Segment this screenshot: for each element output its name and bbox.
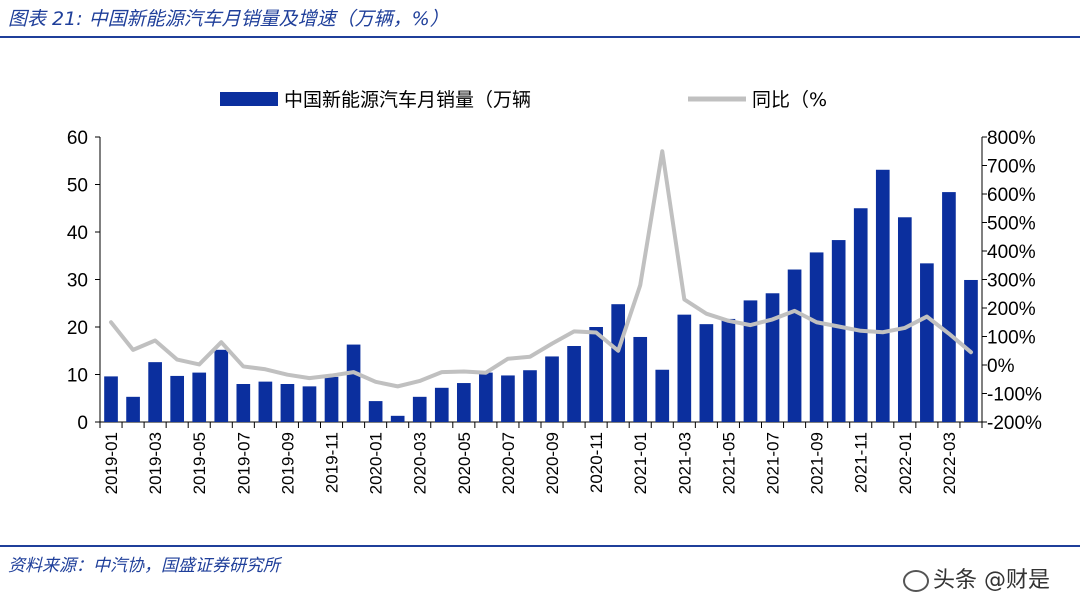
watermark-text: 头条 @财是	[933, 568, 1050, 593]
bar	[810, 252, 824, 422]
right-tick-label: 600%	[987, 185, 1036, 206]
chart-svg: 中国新能源汽车月销量（万辆 同比（% 0 10 20 30 40 50 60 -200% -10…	[0, 0, 1080, 545]
x-tick-label: 2021-01	[631, 432, 650, 494]
bar	[148, 362, 162, 422]
axes	[95, 137, 987, 428]
x-tick-label: 2021-11	[852, 432, 871, 493]
left-tick-label: 40	[67, 223, 88, 244]
bar	[744, 300, 758, 422]
bar	[236, 384, 250, 422]
bar	[832, 240, 846, 422]
x-tick-label: 2020-05	[455, 432, 474, 494]
left-tick-label: 60	[67, 128, 88, 149]
bar	[303, 386, 317, 422]
bar	[920, 263, 934, 422]
bar	[281, 384, 295, 422]
bar	[942, 192, 956, 422]
bar	[523, 370, 537, 422]
bar	[104, 376, 118, 422]
bar	[479, 373, 493, 422]
bar	[677, 315, 691, 422]
bar	[722, 319, 736, 422]
right-tick-label: 700%	[987, 157, 1036, 178]
bar	[325, 377, 339, 422]
right-tick-label: 0%	[987, 356, 1015, 377]
left-tick-label: 50	[67, 176, 88, 197]
bar	[854, 208, 868, 422]
bar	[655, 370, 669, 422]
left-tick-label: 0	[77, 413, 88, 434]
x-tick-label: 2021-09	[808, 432, 827, 494]
source-note: 资料来源：中汽协，国盛证券研究所	[8, 551, 280, 576]
left-tick-label: 20	[67, 318, 88, 339]
x-tick-label: 2020-09	[543, 432, 562, 494]
right-tick-label: 200%	[987, 299, 1036, 320]
x-tick-label: 2019-03	[146, 432, 165, 494]
legend-bar-swatch	[220, 92, 278, 106]
right-tick-label: -100%	[987, 385, 1042, 406]
bar	[170, 376, 184, 422]
x-tick-label: 2022-01	[896, 432, 915, 494]
bar	[347, 345, 361, 422]
bar	[391, 416, 405, 422]
right-tick-label: 100%	[987, 328, 1036, 349]
bar	[876, 170, 890, 422]
bar	[700, 324, 714, 422]
bar	[435, 388, 449, 422]
x-tick-label: 2019-11	[323, 432, 342, 493]
bar	[126, 397, 140, 422]
x-tick-label: 2021-03	[675, 432, 694, 494]
watermark: 头条 @财是	[903, 562, 1050, 594]
bar	[545, 356, 559, 422]
x-tick-label: 2019-01	[102, 432, 121, 494]
bar	[501, 375, 515, 422]
bar	[457, 383, 471, 422]
bar	[214, 350, 228, 422]
legend: 中国新能源汽车月销量（万辆 同比（%	[220, 89, 827, 111]
bar	[788, 270, 802, 422]
axis-labels: 0 10 20 30 40 50 60 -200% -100% 0% 100% 200% 300% 400…	[67, 128, 1042, 494]
right-tick-label: 400%	[987, 242, 1036, 263]
bar	[369, 401, 383, 422]
x-tick-label: 2019-05	[190, 432, 209, 494]
x-tick-label: 2020-01	[367, 432, 386, 494]
x-tick-label: 2021-05	[719, 432, 738, 494]
x-tick-label: 2019-07	[234, 432, 253, 494]
right-tick-label: -200%	[987, 413, 1042, 434]
x-tick-label: 2021-07	[764, 432, 783, 494]
left-tick-label: 10	[67, 366, 88, 387]
bar	[611, 304, 625, 422]
legend-bar-label: 中国新能源汽车月销量（万辆	[284, 89, 531, 111]
right-tick-label: 500%	[987, 214, 1036, 235]
bar	[589, 327, 603, 422]
x-tick-label: 2022-03	[940, 432, 959, 494]
right-tick-label: 300%	[987, 271, 1036, 292]
bar-series	[104, 170, 978, 422]
bar	[413, 397, 427, 422]
left-tick-label: 30	[67, 271, 88, 292]
bar	[259, 382, 273, 422]
right-tick-label: 800%	[987, 128, 1036, 149]
x-tick-label: 2019-09	[278, 432, 297, 494]
bar	[192, 373, 206, 422]
bar	[567, 346, 581, 422]
watermark-icon	[903, 570, 929, 592]
x-tick-label: 2020-03	[411, 432, 430, 494]
bar	[898, 217, 912, 422]
source-rule	[0, 545, 1080, 547]
bar	[633, 337, 647, 422]
bar	[766, 293, 780, 422]
legend-line-label: 同比（%	[752, 89, 827, 111]
x-tick-label: 2020-07	[499, 432, 518, 494]
x-tick-label: 2020-11	[587, 432, 606, 493]
